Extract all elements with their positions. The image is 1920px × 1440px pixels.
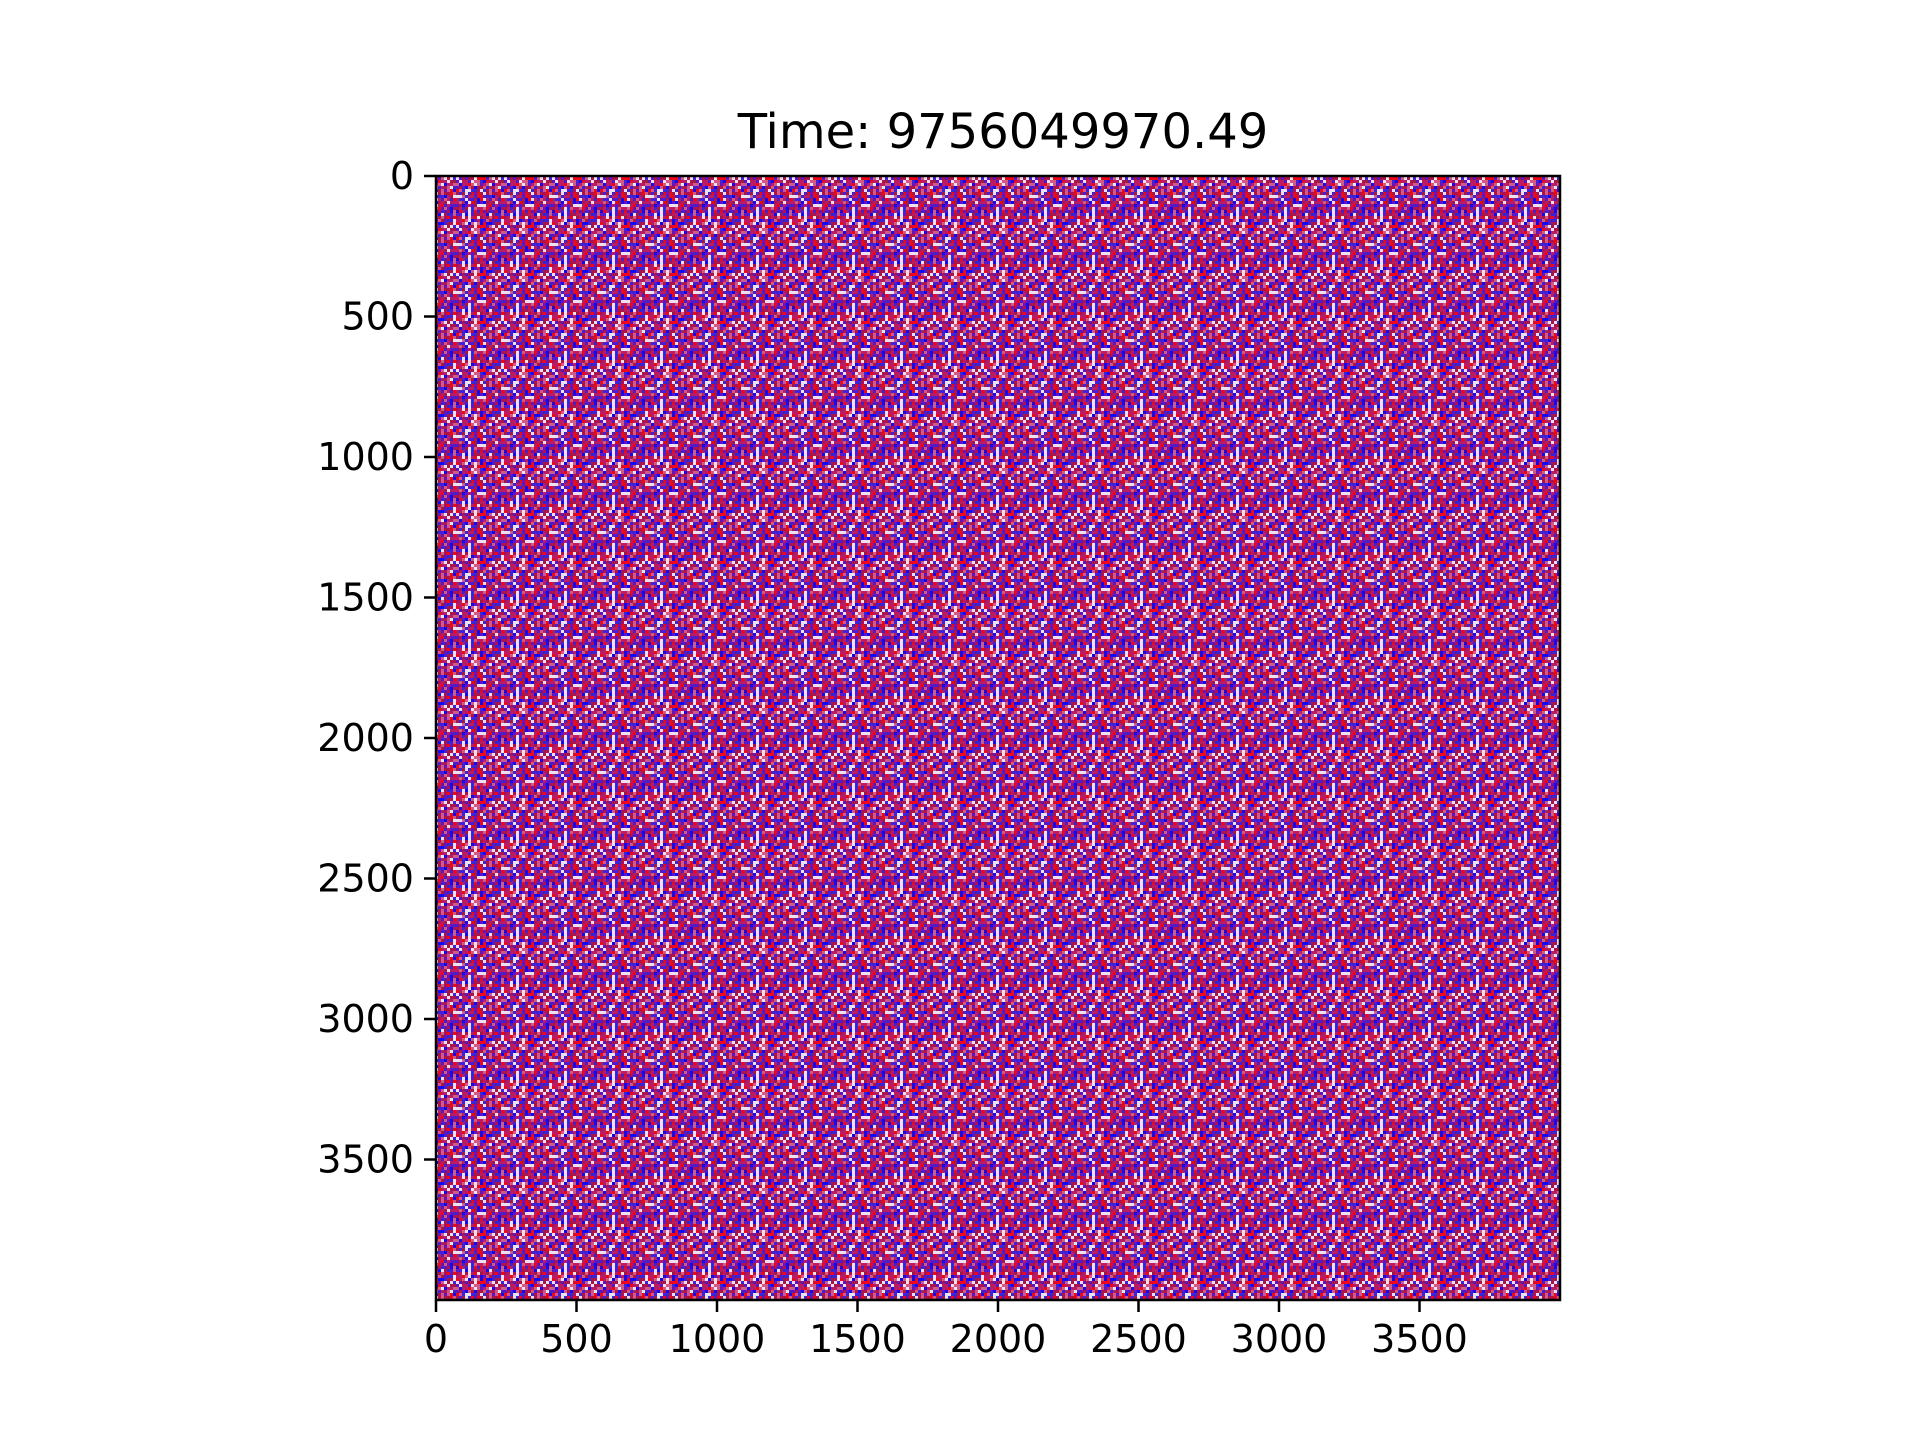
x-tick-label: 1500	[809, 1317, 906, 1361]
y-tick-label: 3000	[317, 997, 414, 1041]
x-tick-label: 3000	[1231, 1317, 1328, 1361]
y-tick-label: 3500	[317, 1138, 414, 1182]
y-axis: 0 500 1000 1500 2000 2500 3000 3500	[317, 154, 436, 1182]
chart-title: Time: 9756049970.49	[737, 104, 1269, 160]
y-tick-label: 1000	[317, 435, 414, 479]
x-axis: 0 500 1000 1500 2000 2500 3000 3500	[424, 1300, 1468, 1361]
y-tick-label: 0	[390, 154, 414, 198]
y-tick-label: 1500	[317, 576, 414, 620]
heatmap-area	[436, 176, 1560, 1300]
x-tick-label: 0	[424, 1317, 448, 1361]
y-tick-label: 500	[341, 295, 414, 339]
x-tick-label: 3500	[1371, 1317, 1468, 1361]
y-tick-label: 2000	[317, 716, 414, 760]
x-tick-label: 1000	[669, 1317, 766, 1361]
heatmap-noise	[436, 176, 1560, 1300]
x-tick-label: 500	[540, 1317, 613, 1361]
y-tick-label: 2500	[317, 857, 414, 901]
x-tick-label: 2500	[1090, 1317, 1187, 1361]
x-tick-label: 2000	[950, 1317, 1047, 1361]
